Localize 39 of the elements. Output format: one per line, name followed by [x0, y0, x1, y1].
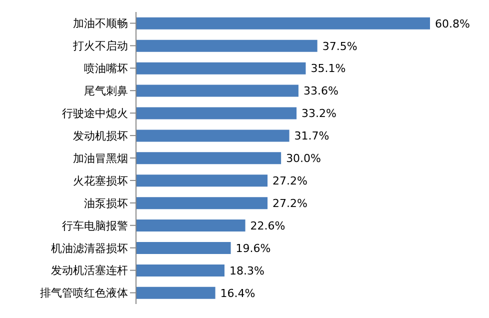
data-label: 27.2%	[272, 174, 308, 188]
bar	[136, 17, 430, 30]
data-label: 27.2%	[272, 196, 308, 210]
bar	[136, 152, 282, 164]
y-tick-label: 机油滤清器损坏	[51, 242, 128, 255]
y-tick-label: 火花塞损坏	[73, 174, 128, 188]
data-label: 35.1%	[310, 62, 346, 76]
y-tick-label: 加油冒黑烟	[73, 152, 128, 165]
y-tick-label: 行车电脑报警	[62, 219, 128, 232]
y-tick-label: 油泵损坏	[84, 196, 128, 210]
y-tick-label: 排气管喷红色液体	[40, 286, 128, 300]
y-tick-label: 行驶途中熄火	[62, 106, 128, 120]
bar	[136, 286, 216, 299]
bar	[136, 174, 268, 187]
data-label: 31.7%	[294, 130, 330, 143]
data-label: 18.3%	[229, 264, 264, 278]
y-tick-label: 发动机活塞连杆	[51, 264, 128, 278]
data-label: 37.5%	[322, 40, 358, 53]
y-tick-label: 加油不顺畅	[73, 17, 128, 30]
data-label: 33.6%	[303, 84, 338, 98]
y-tick-label: 发动机损坏	[73, 129, 128, 142]
bar	[136, 130, 290, 142]
bar	[136, 84, 298, 97]
data-label: 16.4%	[220, 286, 256, 300]
bar	[136, 62, 306, 74]
bar	[136, 264, 224, 276]
bar	[136, 242, 231, 254]
data-label: 60.8%	[435, 17, 470, 30]
y-tick-label: 尾气刺鼻	[84, 84, 128, 98]
bar	[136, 220, 246, 232]
y-tick-label: 喷油嘴坏	[84, 62, 128, 76]
data-label: 33.2%	[302, 107, 336, 120]
data-label: 22.6%	[250, 219, 286, 232]
data-label: 19.6%	[236, 242, 271, 255]
bar	[136, 197, 268, 210]
bar	[136, 107, 297, 120]
bar	[136, 40, 318, 52]
y-tick-label: 打火不启动	[72, 40, 128, 53]
data-label: 30.0%	[286, 152, 322, 166]
